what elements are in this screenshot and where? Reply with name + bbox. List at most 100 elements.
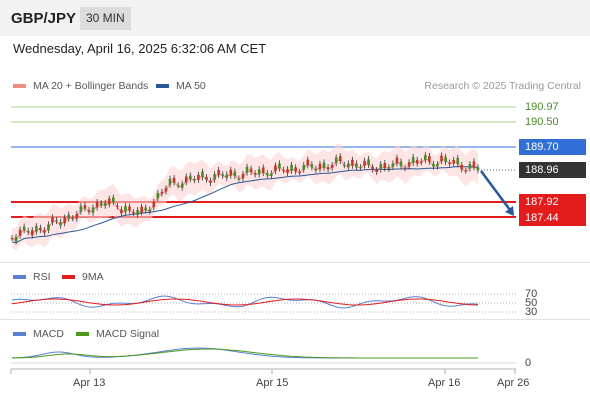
candle-body: [249, 168, 253, 173]
candle-body: [355, 163, 358, 168]
legend-macd: MACD: [13, 328, 64, 340]
candle-body: [428, 156, 431, 162]
rsi-swatch-icon: [13, 275, 26, 279]
candle-body: [124, 206, 127, 213]
candle-body: [351, 159, 354, 166]
candle-body: [156, 192, 160, 199]
current-price-tag: 188.96: [519, 162, 586, 178]
candle-body: [26, 230, 30, 233]
candle-body: [55, 220, 58, 222]
candle-body: [112, 197, 115, 203]
macd-signal-swatch-icon: [76, 332, 89, 336]
candle-body: [237, 178, 241, 180]
candle-body: [95, 201, 99, 208]
candle-body: [22, 226, 26, 231]
candle-body: [379, 164, 383, 170]
legend-macd-signal: MACD Signal: [76, 328, 159, 340]
legend-macd-label: MACD: [33, 328, 64, 340]
candle-body: [180, 183, 184, 188]
candle-body: [168, 178, 172, 185]
candle-body: [298, 171, 302, 173]
candle-body: [63, 217, 66, 224]
divider-rsi: [0, 262, 590, 263]
candle-body: [241, 173, 245, 179]
candle-body: [107, 198, 111, 205]
candle-body: [91, 207, 95, 213]
candle-body: [201, 171, 204, 178]
rsi-line: [11, 295, 479, 309]
timeframe-button[interactable]: 30 MIN: [80, 7, 131, 30]
candle-body: [184, 176, 188, 183]
candle-body: [160, 191, 164, 194]
candle-body: [294, 167, 297, 172]
legend-9ma-label: 9MA: [82, 271, 104, 283]
macd-line: [11, 347, 478, 359]
candle-body: [120, 209, 123, 214]
candle-body: [347, 163, 350, 168]
datetime-label: Wednesday, April 16, 2025 6:32:06 AM CET: [13, 41, 267, 56]
candle-body: [274, 165, 277, 172]
candle-body: [452, 159, 455, 164]
legend-9ma: 9MA: [62, 271, 104, 283]
rsi-9ma-line: [11, 298, 479, 306]
legend-ma20: MA 20 + Bollinger Bands: [13, 80, 148, 92]
legend-ma50: MA 50: [156, 80, 206, 92]
candle-body: [440, 155, 443, 162]
candle-body: [411, 157, 415, 163]
candle-body: [253, 173, 257, 175]
candle-body: [197, 174, 200, 180]
candle-body: [391, 163, 395, 167]
candle-body: [140, 206, 143, 213]
candle-body: [148, 209, 152, 212]
candle-body: [432, 163, 435, 167]
candle-body: [225, 174, 229, 178]
macd-signal-line: [12, 348, 478, 359]
candle-body: [83, 205, 87, 209]
candle-body: [43, 230, 46, 233]
support1-price-tag: 187.92: [519, 194, 586, 210]
candle-body: [399, 161, 403, 167]
candle-body: [176, 185, 180, 187]
candle-body: [30, 230, 34, 236]
candle-body: [75, 213, 79, 219]
candle-body: [460, 164, 464, 170]
chart-header: GBP/JPY 30 MIN: [0, 0, 590, 36]
9ma-swatch-icon: [62, 275, 75, 279]
candle-body: [476, 167, 480, 171]
divider-macd: [0, 319, 590, 320]
candle-body: [257, 169, 261, 175]
candle-body: [456, 158, 460, 165]
candle-body: [152, 201, 156, 208]
legend-macd-signal-label: MACD Signal: [96, 328, 160, 340]
candle-body: [14, 236, 18, 242]
credit-text: Research © 2025 Trading Central: [424, 80, 581, 92]
candle-body: [464, 170, 468, 172]
ma20-swatch-icon: [13, 84, 26, 88]
candle-body: [39, 227, 42, 230]
candle-body: [172, 177, 176, 183]
main-chart-layer: [10, 106, 516, 374]
candle-body: [245, 166, 249, 173]
symbol-label: GBP/JPY: [11, 10, 77, 27]
candle-body: [59, 221, 62, 226]
candle-body: [213, 174, 216, 180]
candle-body: [282, 169, 285, 171]
candle-body: [302, 165, 306, 170]
candle-body: [395, 157, 399, 164]
candle-body: [51, 217, 54, 223]
candle-body: [290, 164, 293, 171]
candle-body: [205, 177, 208, 180]
candle-body: [209, 180, 212, 183]
candle-body: [330, 164, 334, 168]
candle-body: [132, 212, 135, 214]
x-label-apr16: Apr 16: [428, 377, 461, 389]
candle-body: [116, 205, 119, 207]
candle-body: [79, 205, 83, 212]
level-r2-label: 190.97: [525, 101, 559, 113]
candle-body: [286, 169, 289, 173]
candle-body: [270, 173, 273, 177]
candle-body: [306, 159, 310, 166]
candle-body: [415, 159, 419, 164]
candle-body: [87, 210, 91, 212]
